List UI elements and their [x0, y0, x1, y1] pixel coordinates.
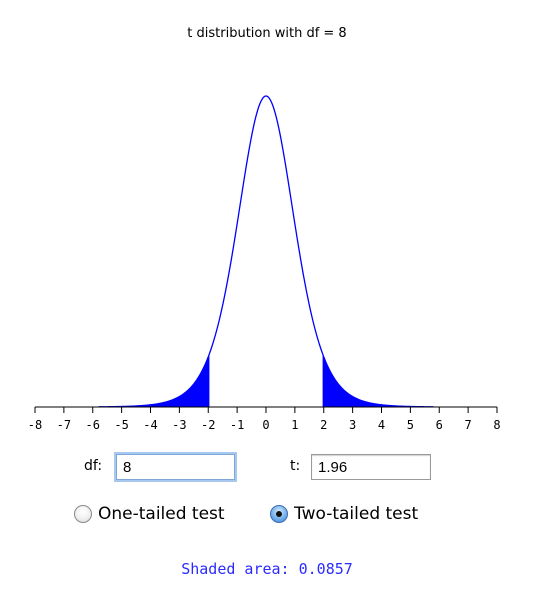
one-tailed-radio-icon[interactable]: [74, 505, 92, 523]
shaded-tail-left: [98, 353, 210, 407]
x-tick-label-8: 8: [493, 418, 500, 432]
x-tick-label-6: 6: [436, 418, 443, 432]
one-tailed-label: One-tailed test: [98, 504, 225, 524]
t-distribution-plot: -8 -7 -6 -5 -4 -3 -2 -1 0 1 2 3 4 5 6 7 8: [28, 95, 501, 432]
x-tick-label--4: -4: [143, 418, 157, 432]
x-tick-label-4: 4: [378, 418, 385, 432]
x-tick-label--6: -6: [86, 418, 100, 432]
x-tick-label--2: -2: [201, 418, 215, 432]
density-curve: [98, 95, 434, 408]
chart-title: t distribution with df = 8: [187, 26, 347, 41]
x-tick-label--3: -3: [172, 418, 186, 432]
x-tick-label-0: 0: [262, 418, 269, 432]
two-tailed-label: Two-tailed test: [294, 504, 419, 524]
one-tailed-radio[interactable]: One-tailed test: [74, 502, 225, 526]
df-label: df:: [84, 458, 103, 474]
x-tick-label--8: -8: [28, 418, 42, 432]
t-label: t:: [290, 458, 301, 474]
two-tailed-radio[interactable]: Two-tailed test: [270, 502, 418, 526]
x-tick-label--7: -7: [57, 418, 71, 432]
x-tick-label-2: 2: [320, 418, 327, 432]
x-tick-label-1: 1: [291, 418, 298, 432]
shaded-area-result: Shaded area: 0.0857: [181, 560, 353, 578]
df-input[interactable]: [116, 454, 235, 480]
x-tick-label-3: 3: [349, 418, 356, 432]
two-tailed-radio-icon[interactable]: [270, 505, 288, 523]
t-input[interactable]: [311, 454, 431, 480]
x-tick-label-5: 5: [407, 418, 414, 432]
x-tick-label--1: -1: [230, 418, 244, 432]
shaded-tail-right: [322, 353, 434, 407]
x-tick-label--5: -5: [114, 418, 128, 432]
x-tick-label-7: 7: [465, 418, 472, 432]
